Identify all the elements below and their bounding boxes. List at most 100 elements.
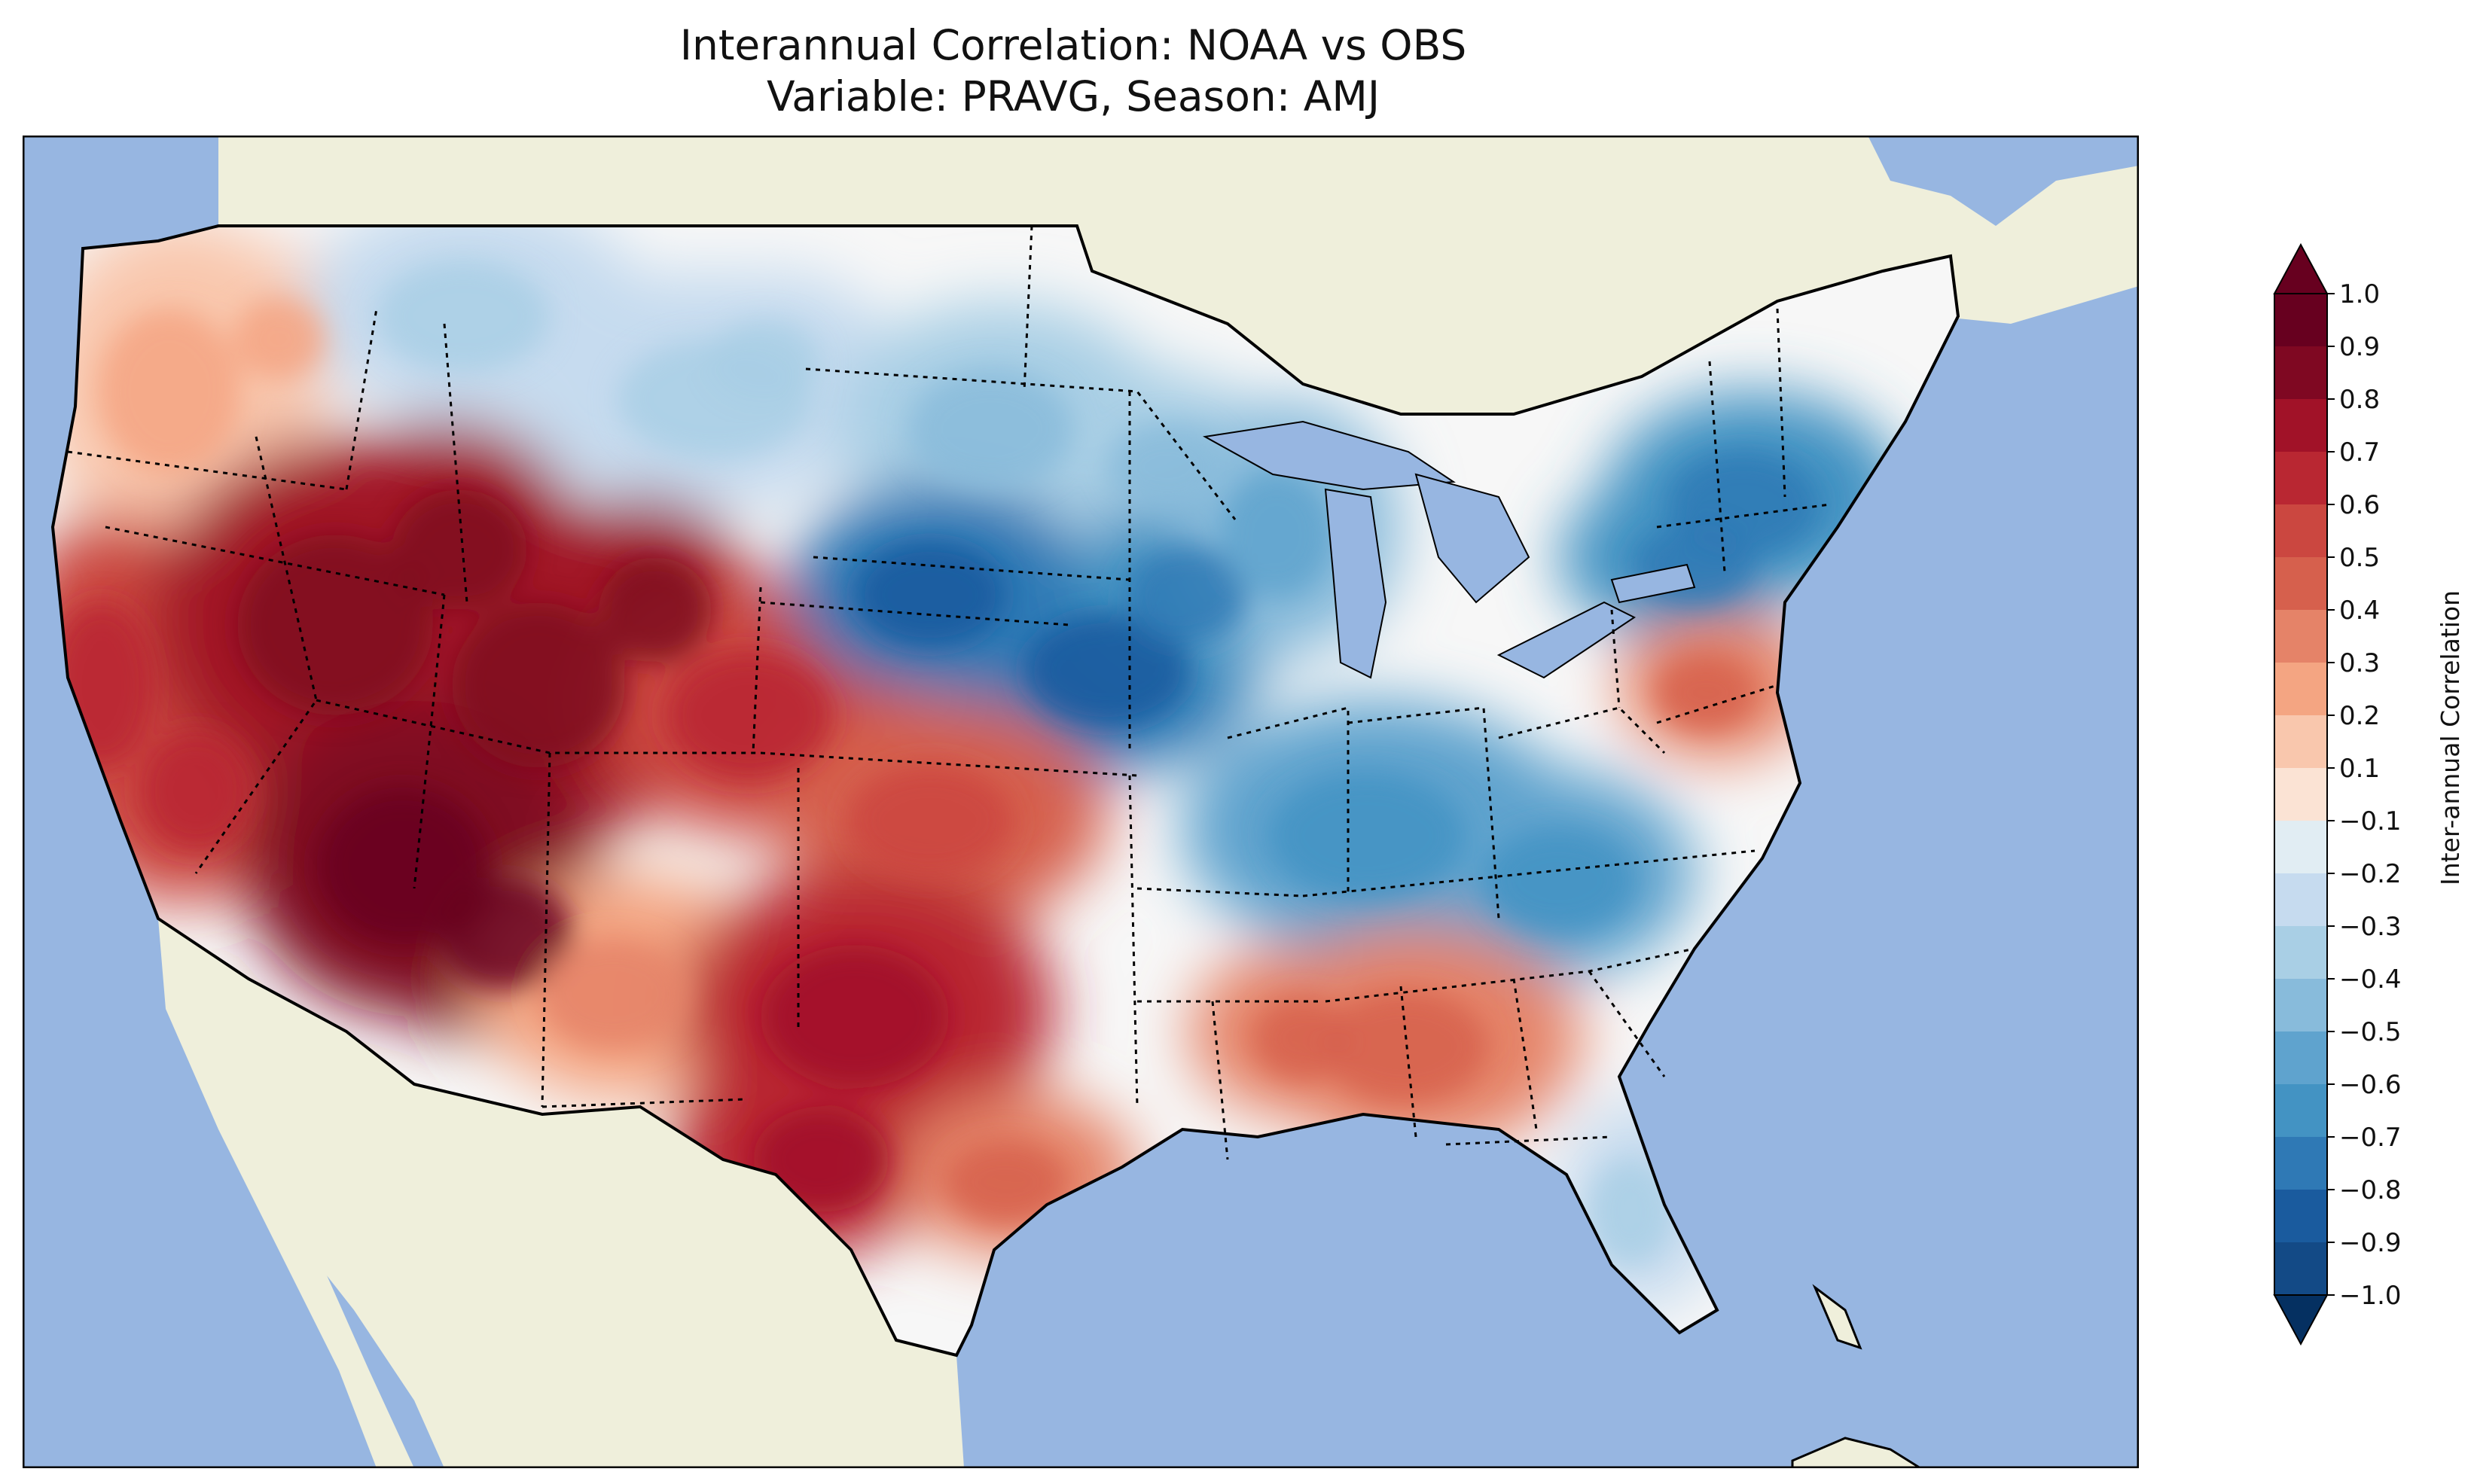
region-core-arizona (437, 877, 572, 990)
colorbar-tick-label: −0.5 (2339, 1017, 2402, 1047)
chart-subtitle: Variable: PRAVG, Season: AMJ (766, 72, 1380, 120)
colorbar-tick-label: 0.2 (2339, 701, 2380, 731)
state-borders (67, 225, 1831, 1160)
colorbar-label: Inter-annual Correlation (2436, 590, 2465, 885)
lake-ontario (1610, 563, 1696, 604)
colorbar-tick-label: −0.3 (2339, 912, 2402, 942)
region-core-great-basin (237, 535, 433, 715)
state-border-line (1445, 1135, 1612, 1146)
state-border-line (752, 587, 762, 754)
region-core-colorado (667, 651, 832, 779)
region-core-southeast-georgia-carolinas (1254, 998, 1352, 1080)
colorbar-swatch (2274, 715, 2327, 768)
state-border-line (813, 556, 1130, 581)
state-border-line (345, 308, 378, 490)
colorbar-swatch (2274, 452, 2327, 504)
colorbar-tick-label: 0.7 (2339, 437, 2380, 468)
colorbar-swatch (2274, 399, 2327, 452)
state-border-line (1023, 225, 1033, 392)
chart-title: Interannual Correlation: NOAA vs OBS (679, 21, 1467, 69)
colorbar-tick-label: 0.5 (2339, 543, 2380, 573)
region-core-great-basin (392, 489, 527, 610)
state-border-line (1656, 684, 1778, 724)
state-border-line (1347, 706, 1500, 919)
colorbar-swatch (2274, 1084, 2327, 1137)
colorbar-swatch (2274, 768, 2327, 821)
state-border-line (194, 436, 318, 874)
region-core-central-plains-nebraska (855, 542, 1005, 648)
state-border-line (443, 323, 468, 603)
region-core-iowa (1126, 546, 1246, 644)
state-border-line (760, 601, 1070, 626)
region-core-northern-plains (908, 369, 1073, 489)
us-coastline (50, 224, 1960, 1358)
colorbar-swatch (2274, 294, 2327, 346)
state-border-line (760, 751, 1138, 777)
colorbar-swatch (2274, 1242, 2327, 1295)
canada-land (218, 136, 2139, 422)
colorbar-tick-label: 0.1 (2339, 754, 2380, 784)
colorbar-swatch (2274, 979, 2327, 1031)
state-border-line (67, 450, 347, 491)
state-border-line (1211, 1001, 1229, 1160)
colorbar-tick-label: 0.3 (2339, 648, 2380, 678)
mexico-land (158, 919, 964, 1468)
colorbar-swatch (2274, 346, 2327, 399)
colorbar-swatch (2274, 1190, 2327, 1242)
region-core-pacific-northwest (233, 297, 324, 380)
colorbar-tick-label: 0.8 (2339, 385, 2380, 415)
colorbar-extend-min (2273, 1294, 2329, 1346)
lake-huron (1414, 473, 1530, 604)
colorbar-tick-label: −0.8 (2339, 1175, 2402, 1205)
state-border-line (1610, 609, 1621, 708)
region-core-utah-colorado-plateau (452, 602, 625, 768)
region-core-northern-rockies (708, 320, 821, 403)
lake-erie (1496, 601, 1636, 679)
state-border-line (1498, 706, 1666, 754)
colorbar-swatches (2273, 242, 2329, 1346)
colorbar-tick-label: 0.4 (2339, 596, 2380, 626)
colorbar-swatch (2274, 610, 2327, 663)
colorbar-tick-label: −0.6 (2339, 1070, 2402, 1100)
state-border-line (541, 1098, 746, 1108)
colorbar-tick-label: −1.0 (2339, 1281, 2402, 1311)
region-core-utah-colorado-plateau (599, 557, 712, 663)
great-lakes (1202, 420, 1696, 679)
state-border-line (1128, 775, 1139, 1108)
bahamas-island (1812, 1284, 1862, 1350)
colorbar-outline (2274, 293, 2328, 1296)
state-border-line (1588, 971, 1666, 1077)
region-core-ohio-valley (1269, 772, 1465, 900)
colorbar-swatch (2274, 663, 2327, 715)
region-core-central-plains-nebraska (1024, 614, 1190, 727)
colorbar-tick-label: −0.9 (2339, 1228, 2402, 1258)
state-border-line (1227, 706, 1350, 896)
colorbar-swatch (2274, 557, 2327, 610)
colorbar-swatch (2274, 1137, 2327, 1190)
colorbar-swatch (2274, 873, 2327, 926)
colorbar-swatch (2274, 1031, 2327, 1084)
region-core-northern-plains (1107, 422, 1228, 512)
map-border (23, 136, 2139, 1468)
colorbar-tick-label: −0.1 (2339, 806, 2402, 836)
map-panel (23, 136, 2139, 1468)
state-border-line (1302, 849, 1756, 897)
region-core-upper-midwest (1220, 471, 1333, 599)
state-border-line (413, 594, 446, 889)
baja-peninsula (158, 919, 414, 1468)
colorbar-swatch (2274, 821, 2327, 873)
region-core-northern-rockies (377, 260, 550, 373)
region-core-kansas (847, 764, 1013, 877)
region-core-california (139, 730, 252, 851)
region-core-oklahoma-texas (761, 945, 949, 1088)
state-border-line (1776, 308, 1786, 498)
colorbar: 1.0 0.9 0.8 0.7 0.6 0.5 0.4 0.3 0.2 0.1 −0.1 −0.2 −0… (2273, 242, 2465, 1346)
correlation-field (53, 226, 1958, 1355)
state-border-line (105, 526, 445, 596)
colorbar-tick-label: −0.4 (2339, 964, 2402, 995)
colorbar-tick-label: 0.6 (2339, 490, 2380, 520)
state-border-line (805, 367, 1237, 520)
lake-michigan (1324, 488, 1387, 679)
region-core-ohio-valley (1484, 828, 1634, 934)
region-core-southeast-georgia-carolinas (1322, 990, 1487, 1103)
